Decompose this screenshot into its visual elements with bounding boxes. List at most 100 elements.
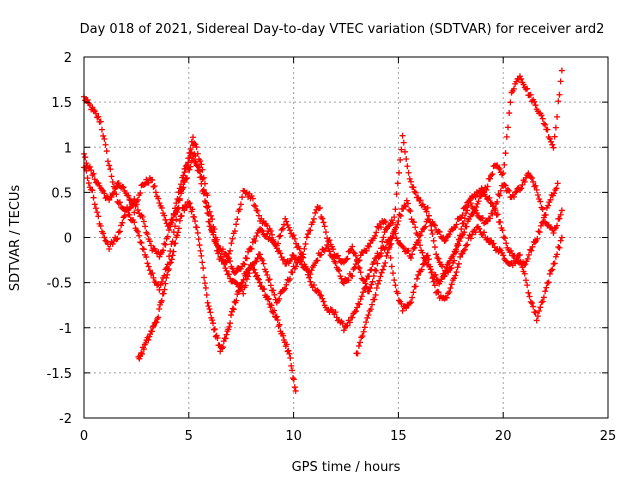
plus-marker: [266, 276, 273, 283]
plus-marker: [442, 267, 449, 274]
plus-marker: [516, 251, 523, 258]
plus-marker: [556, 91, 563, 98]
plus-marker: [206, 223, 213, 230]
plus-marker: [137, 190, 144, 197]
plus-marker: [374, 260, 381, 267]
grid-lines: [84, 57, 608, 418]
plus-marker: [237, 283, 244, 290]
plus-marker: [134, 228, 141, 235]
plus-marker: [291, 384, 298, 391]
plus-marker: [150, 274, 157, 281]
plus-marker: [178, 212, 185, 219]
plus-marker: [340, 327, 347, 334]
plus-marker: [280, 332, 287, 339]
plus-marker: [436, 228, 443, 235]
plus-marker: [148, 242, 155, 249]
plus-marker: [322, 229, 329, 236]
plus-marker: [307, 271, 314, 278]
plus-marker: [102, 141, 109, 148]
plus-marker: [554, 180, 561, 187]
plus-marker: [136, 232, 143, 239]
plus-marker: [109, 241, 116, 248]
plus-marker: [218, 256, 225, 263]
plus-marker: [152, 189, 159, 196]
plus-marker: [443, 294, 450, 301]
plus-marker: [168, 256, 175, 263]
plus-marker: [452, 272, 459, 279]
plus-marker: [363, 319, 370, 326]
plus-marker: [118, 222, 125, 229]
plus-marker: [481, 229, 488, 236]
plus-marker: [503, 133, 510, 140]
y-tick-label: 1.5: [51, 96, 72, 111]
plus-marker: [320, 219, 327, 226]
plus-marker: [431, 222, 438, 229]
plus-marker: [348, 246, 355, 253]
plus-marker: [432, 271, 439, 278]
plus-marker: [89, 187, 96, 194]
plus-marker: [500, 252, 507, 259]
plus-marker: [182, 176, 189, 183]
plus-marker: [155, 314, 162, 321]
plus-marker: [170, 210, 177, 217]
plus-marker: [472, 207, 479, 214]
plus-marker: [412, 224, 419, 231]
plus-marker: [291, 235, 298, 242]
plus-marker: [394, 180, 401, 187]
plus-marker: [181, 165, 188, 172]
plus-marker: [501, 161, 508, 168]
plus-marker: [455, 242, 462, 249]
plus-marker: [524, 282, 531, 289]
plus-marker: [558, 67, 565, 74]
plus-marker: [153, 319, 160, 326]
plus-marker: [492, 207, 499, 214]
plus-marker: [90, 170, 97, 177]
plus-marker: [252, 237, 259, 244]
plus-marker: [430, 221, 437, 228]
plus-marker: [557, 211, 564, 218]
plus-marker: [320, 298, 327, 305]
plus-marker: [443, 264, 450, 271]
plus-marker: [522, 261, 529, 268]
plus-marker: [134, 207, 141, 214]
plus-marker: [287, 276, 294, 283]
plus-marker: [127, 204, 134, 211]
plus-marker: [504, 187, 511, 194]
plus-marker: [411, 188, 418, 195]
plus-marker: [524, 255, 531, 262]
plus-marker: [82, 154, 89, 161]
plus-marker: [487, 175, 494, 182]
plus-marker: [356, 257, 363, 264]
plus-marker: [240, 290, 247, 297]
plus-marker: [304, 231, 311, 238]
plus-marker: [461, 229, 468, 236]
plus-marker: [121, 212, 128, 219]
plus-marker: [384, 249, 391, 256]
plus-marker: [381, 263, 388, 270]
plus-marker: [419, 249, 426, 256]
plus-marker: [236, 287, 243, 294]
plus-marker: [144, 260, 151, 267]
plus-marker: [556, 244, 563, 251]
plus-marker: [107, 166, 114, 173]
plus-marker: [189, 142, 196, 149]
plus-marker: [143, 254, 150, 261]
plus-marker: [550, 230, 557, 237]
plus-marker: [453, 269, 460, 276]
plus-marker: [406, 300, 413, 307]
plus-marker: [463, 242, 470, 249]
plus-marker: [405, 169, 412, 176]
plus-marker: [178, 181, 185, 188]
plus-marker: [447, 285, 454, 292]
plus-marker: [100, 230, 107, 237]
plus-marker: [95, 180, 102, 187]
plus-marker: [476, 225, 483, 232]
plus-marker: [446, 288, 453, 295]
plus-marker: [539, 115, 546, 122]
plus-marker: [116, 228, 123, 235]
plus-marker: [234, 216, 241, 223]
plus-marker: [162, 216, 169, 223]
plus-marker: [144, 231, 151, 238]
plus-marker: [255, 276, 262, 283]
plus-marker: [174, 195, 181, 202]
